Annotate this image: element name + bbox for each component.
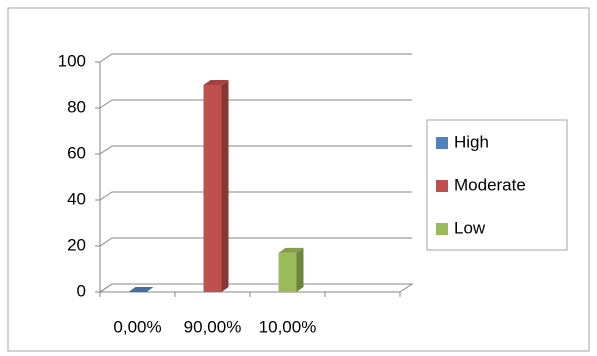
y-tick-label: 100	[58, 51, 86, 70]
y-tick-label: 40	[67, 189, 86, 208]
y-tick-label: 0	[77, 281, 86, 300]
floor	[98, 283, 414, 293]
x-tick-label: 0,00%	[113, 317, 161, 336]
legend-label: High	[454, 132, 489, 151]
y-tick-label: 60	[67, 143, 86, 162]
bar	[203, 80, 229, 292]
x-tick-label: 90,00%	[184, 317, 242, 336]
bar-face	[296, 247, 304, 292]
grid-line	[99, 237, 412, 247]
legend-box	[426, 119, 568, 251]
bar-face	[203, 85, 222, 292]
bar-face	[128, 287, 154, 292]
bar-face	[278, 247, 304, 253]
bar	[128, 287, 154, 292]
x-tick-label: 10,00%	[259, 317, 317, 336]
y-tick-label: 20	[67, 235, 86, 254]
bar	[278, 247, 304, 292]
legend-swatch	[436, 180, 448, 192]
legend-swatch	[436, 137, 448, 149]
grid-line	[99, 53, 412, 63]
bar-face	[221, 80, 229, 292]
legend-swatch	[436, 223, 448, 235]
y-tick-label: 80	[67, 97, 86, 116]
grid-line	[99, 145, 412, 155]
bar-face	[278, 252, 297, 292]
grid-line	[99, 191, 412, 201]
legend-label: Moderate	[454, 175, 526, 194]
legend-label: Low	[454, 218, 486, 237]
bar-face	[203, 80, 229, 85]
grid-line	[99, 99, 412, 109]
